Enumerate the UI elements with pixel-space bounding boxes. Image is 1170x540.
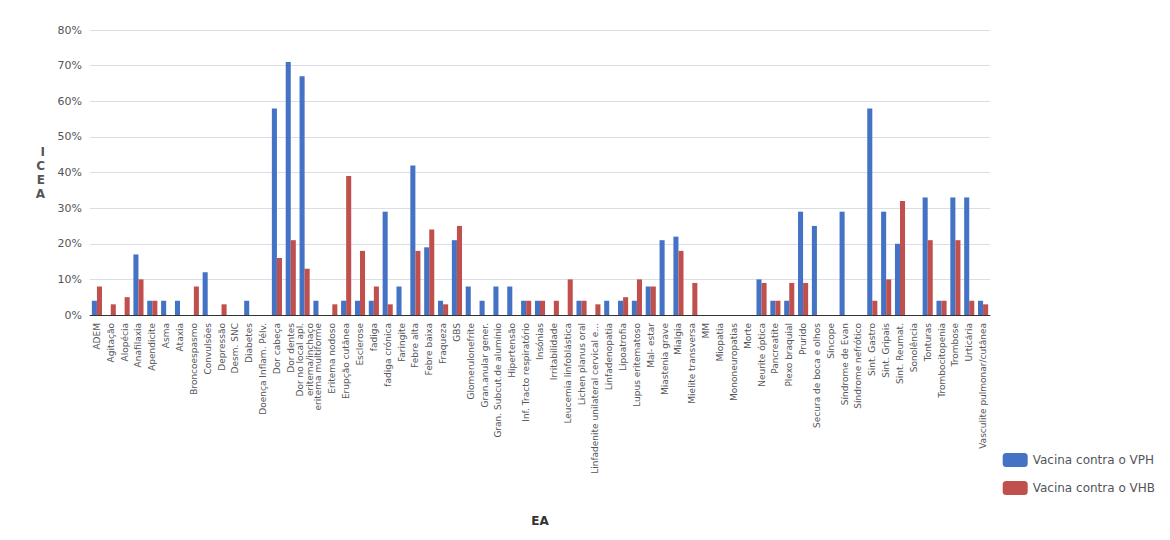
svg-text:Trombocitopenia: Trombocitopenia [937, 323, 947, 399]
svg-text:Insónias: Insónias [535, 323, 545, 360]
svg-text:Convulsões: Convulsões [203, 323, 213, 375]
svg-text:60%: 60% [58, 95, 82, 108]
svg-text:Lichen planus oral: Lichen planus oral [577, 323, 587, 405]
svg-text:EA: EA [531, 514, 549, 528]
svg-text:fadiga crónica: fadiga crónica [383, 323, 393, 387]
svg-text:Desm. SNC: Desm. SNC [230, 323, 240, 373]
svg-text:E: E [37, 173, 45, 187]
svg-text:Dor dentes: Dor dentes [285, 323, 296, 373]
svg-text:50%: 50% [58, 130, 82, 143]
svg-text:Hipertensão: Hipertensão [507, 323, 517, 378]
svg-text:20%: 20% [58, 237, 82, 250]
svg-text:Miopatia: Miopatia [715, 323, 725, 362]
svg-text:Faringite: Faringite [397, 323, 407, 363]
svg-text:Síndrome nefrótico: Síndrome nefrótico [853, 323, 863, 409]
svg-text:Tonturas: Tonturas [923, 323, 933, 363]
svg-text:Mialgia: Mialgia [673, 323, 683, 355]
svg-text:Agitação: Agitação [106, 323, 116, 363]
svg-text:C: C [36, 159, 45, 173]
svg-text:Síncope: Síncope [826, 323, 836, 359]
svg-text:40%: 40% [58, 166, 82, 179]
svg-text:80%: 80% [58, 24, 82, 37]
svg-text:Secura de boca e olhos: Secura de boca e olhos [812, 323, 822, 428]
svg-text:Dor cabeça: Dor cabeça [272, 323, 282, 374]
svg-text:Mononeuropatias: Mononeuropatias [729, 323, 739, 401]
svg-text:Prurido: Prurido [798, 323, 808, 356]
svg-text:Sint. Gripais: Sint. Gripais [881, 323, 891, 378]
svg-text:Vasculite pulmonar/cutânea: Vasculite pulmonar/cutânea [978, 323, 988, 449]
svg-text:ADEM: ADEM [92, 323, 102, 350]
svg-text:Glomerulonefrite: Glomerulonefrite [466, 323, 476, 400]
svg-text:Fraqueza: Fraqueza [438, 323, 448, 364]
svg-text:Doença Inflam. Pélv.: Doença Inflam. Pélv. [258, 323, 268, 415]
svg-text:Linfadenite unilateral cervica: Linfadenite unilateral cervical e... [590, 323, 600, 474]
svg-text:Erupção cutânea: Erupção cutânea [341, 323, 351, 399]
svg-text:Linfadenopatia: Linfadenopatia [604, 323, 614, 390]
svg-text:Mielite transversa: Mielite transversa [687, 323, 697, 404]
svg-text:0%: 0% [65, 309, 82, 322]
svg-text:70%: 70% [58, 59, 82, 72]
svg-text:Febre alta: Febre alta [410, 323, 420, 368]
svg-text:Neurite óptica: Neurite óptica [757, 323, 767, 387]
svg-text:Depressão: Depressão [217, 323, 227, 371]
svg-text:Ataxia: Ataxia [175, 323, 185, 351]
svg-text:Urticária: Urticária [964, 323, 974, 362]
svg-text:Vacina contra o VPH: Vacina contra o VPH [1033, 453, 1154, 467]
svg-text:Sonolência: Sonolência [909, 323, 919, 372]
svg-text:Plexo braquial: Plexo braquial [784, 323, 794, 387]
svg-text:I: I [41, 145, 45, 159]
svg-text:Lipoatrofia: Lipoatrofia [618, 323, 628, 371]
svg-text:Broncoespasmo: Broncoespasmo [189, 323, 199, 395]
svg-text:10%: 10% [58, 273, 82, 286]
svg-text:GBS: GBS [452, 323, 462, 342]
svg-text:Vacina contra o VHB: Vacina contra o VHB [1033, 481, 1155, 495]
svg-text:Morte: Morte [743, 323, 753, 350]
svg-text:Síndrome de Evan: Síndrome de Evan [840, 323, 850, 405]
svg-text:Lupus eritematoso: Lupus eritematoso [632, 323, 642, 407]
svg-text:30%: 30% [58, 202, 82, 215]
svg-text:Anafilaxia: Anafilaxia [133, 323, 143, 367]
svg-text:Miastenia grave: Miastenia grave [660, 323, 670, 395]
svg-text:Leucemia linfoblástica: Leucemia linfoblástica [563, 323, 573, 424]
svg-text:Gran.anular gener.: Gran.anular gener. [480, 323, 490, 407]
svg-text:Sint. Gastro: Sint. Gastro [867, 323, 877, 376]
svg-text:Asma: Asma [161, 323, 171, 348]
svg-text:fadiga: fadiga [369, 323, 379, 351]
svg-text:Irritabilidade: Irritabilidade [549, 323, 559, 381]
svg-text:Gran. Subcut.de alumínio: Gran. Subcut.de alumínio [493, 323, 503, 438]
svg-text:Dor no local apl.: Dor no local apl. [295, 323, 305, 397]
svg-text:eritema/inchaço: eritema/inchaço [304, 323, 315, 396]
svg-text:Apendicite: Apendicite [147, 323, 157, 371]
svg-text:Sint. Reumat.: Sint. Reumat. [895, 323, 905, 384]
svg-text:eritema multiforme: eritema multiforme [313, 323, 323, 411]
svg-text:Eritema nodoso: Eritema nodoso [327, 323, 337, 394]
svg-text:A: A [36, 187, 46, 201]
svg-text:Alopécia: Alopécia [120, 323, 130, 361]
svg-text:Mal- estar: Mal- estar [646, 323, 656, 368]
svg-text:MM: MM [701, 323, 711, 339]
svg-text:Pancreatite: Pancreatite [770, 323, 780, 374]
svg-text:Esclerose: Esclerose [355, 323, 365, 366]
svg-text:Diabetes: Diabetes [244, 323, 254, 363]
svg-text:Febre baixa: Febre baixa [424, 323, 434, 375]
svg-text:Inf. Tracto respiratório: Inf. Tracto respiratório [521, 323, 531, 422]
svg-text:Trombose: Trombose [950, 323, 960, 368]
